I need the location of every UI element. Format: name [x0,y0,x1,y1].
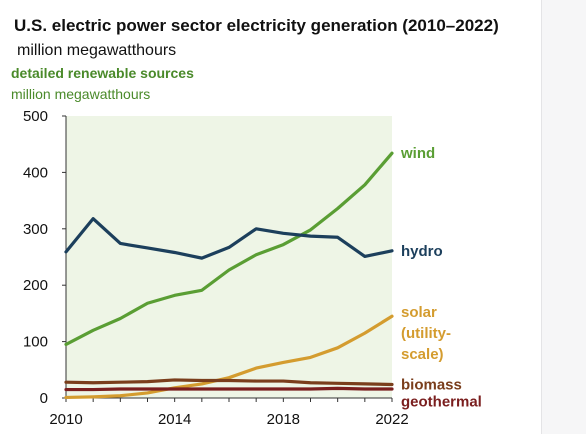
series-labels: wind hydro solar (utility-scale) biomassgeot… [400,145,482,410]
x-tick-label: 2022 [375,411,408,428]
series-label-solar: scale) [401,346,444,363]
series-label-solar: (utility- [401,325,451,342]
series-line-solar [64,314,394,400]
x-tick-label: 2010 [49,411,82,428]
series-label-solar: solar [401,304,437,321]
series-label-hydro: hydro [401,243,443,260]
chart-subtitle: detailed renewable sources [11,65,194,81]
series-line-geothermal [64,386,394,392]
plot-area [66,116,392,398]
series-label-wind: wind [400,145,435,162]
y-tick-label: 500 [23,108,48,125]
y-tick-label: 100 [23,334,48,351]
chart-title: U.S. electric power sector electricity g… [14,16,499,35]
window-side-panel [541,0,586,434]
y-tick-label: 300 [23,221,48,238]
x-tick-label: 2018 [267,411,300,428]
chart-units: million megawatthours [17,42,177,59]
series-line-wind [64,151,394,347]
x-axis: 2010 2014 2018 2022 [49,397,409,428]
y-tick-label: 0 [40,390,48,407]
x-tick-label: 2014 [158,411,191,428]
y-tick-label: 400 [23,164,48,181]
y-tick-label: 200 [23,277,48,294]
series-line-biomass [64,378,394,387]
y-axis: 0 100 200 300 400 500 [23,108,67,407]
y-axis-label: million megawatthours [11,86,151,102]
series-line-hydro [64,217,394,260]
series-label-geothermal: geothermal [401,393,482,410]
series-lines [64,151,394,400]
series-label-biomass: biomass [401,376,462,393]
